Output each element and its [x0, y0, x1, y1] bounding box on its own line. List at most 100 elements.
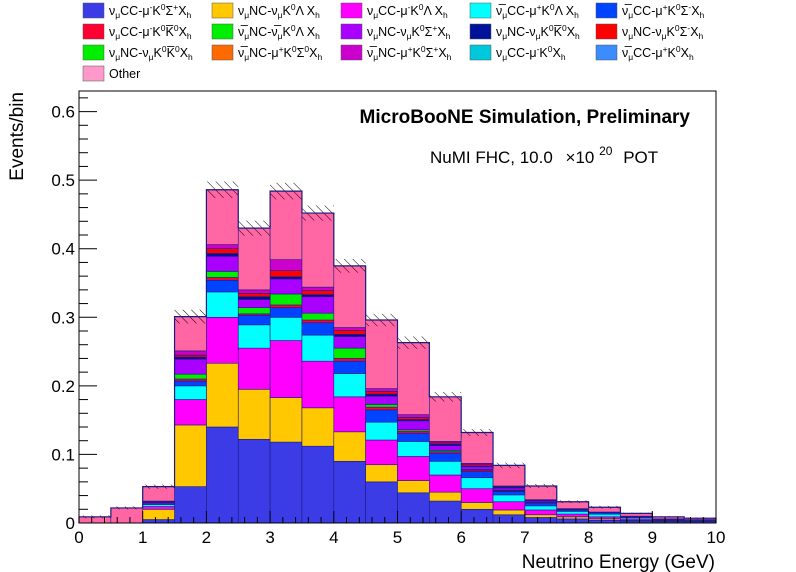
- bar-segment-s5-bin-14: [524, 502, 558, 507]
- bar-segment-s7-bin-4: [206, 271, 239, 278]
- bar-segment-s3-bin-3: [174, 399, 207, 426]
- bar-segment-s5-bin-12: [460, 471, 494, 479]
- bar-segment-s3-bin-4: [206, 316, 239, 364]
- bar-segment-s12-bin-13: [492, 465, 526, 487]
- bar-segment-s2-bin-5: [237, 388, 271, 440]
- legend-label-3: ν̅μCC-μ+K0Λ Xh: [496, 2, 579, 20]
- x-tick-label-10: 10: [707, 528, 726, 547]
- exposure-prefix: NuMI FHC, 10.0: [430, 148, 553, 167]
- legend-swatch-1: [211, 2, 234, 19]
- bar-segment-s1-bin-9: [365, 481, 398, 524]
- bar-segment-s3-bin-2: [142, 506, 175, 510]
- bar-segment-s3-bin-6: [269, 340, 303, 398]
- legend-label-5: νμCC-μ-K0K̅0Xh: [109, 23, 192, 41]
- bar-segment-s1-bin-11: [429, 500, 462, 524]
- x-tick-label-6: 6: [456, 528, 465, 547]
- bar-segment-s10-bin-3: [174, 354, 207, 358]
- bar-segment-s2-bin-4: [206, 362, 239, 428]
- bar-segment-s3-bin-10: [397, 456, 430, 481]
- legend: νμCC-μ-K0Σ+Xh νμNC-νμK0Λ Xh νμCC-μ-K0Λ Xh ν…: [82, 2, 705, 82]
- bar-segment-s1-bin-14: [524, 517, 558, 524]
- bar-segment-s1-bin-2: [142, 519, 175, 524]
- bar-segment-s1-bin-4: [206, 426, 239, 524]
- bar-segment-s5-bin-8: [333, 360, 366, 374]
- bar-segment-s1-bin-7: [301, 445, 335, 524]
- legend-swatch-0: [82, 2, 105, 19]
- bar-segment-s2-bin-13: [492, 509, 526, 516]
- legend-label-11: ν̅μNC-μ+K0Σ0Xh: [238, 44, 322, 62]
- bar-segment-s4-bin-16: [588, 513, 621, 518]
- legend-label-9: νμNC-νμK0Σ-Xh: [622, 23, 704, 41]
- bar-segment-s4-bin-2: [142, 504, 175, 507]
- bar-segment-s8-bin-8: [333, 336, 366, 349]
- bar-segment-s6-bin-6: [269, 304, 303, 308]
- legend-label-14: ν̅μCC-μ+K0Xh: [622, 44, 694, 62]
- bar-segment-s5-bin-5: [237, 314, 271, 326]
- bar-segment-s4-bin-3: [174, 385, 207, 400]
- bar-segment-s10-bin-7: [301, 290, 335, 295]
- y-tick-label-0.1: 0.1: [51, 445, 75, 464]
- bar-segment-s3-bin-11: [429, 474, 462, 493]
- legend-swatch-9: [595, 23, 618, 40]
- exposure-annotation: NuMI FHC, 10.0 ×10 20 POT: [430, 140, 658, 167]
- bar-segment-s12-bin-12: [460, 432, 494, 464]
- bar-segment-s3-bin-12: [460, 488, 494, 503]
- legend-label-13: νμCC-μ-K0Xh: [496, 44, 566, 62]
- bar-segment-s8-bin-3: [174, 358, 207, 375]
- x-tick-label-5: 5: [393, 528, 402, 547]
- bar-segment-s3-bin-8: [333, 396, 366, 433]
- x-tick-label-1: 1: [138, 528, 147, 547]
- bar-segment-s3-bin-13: [492, 501, 526, 511]
- bar-segment-s9-bin-3: [174, 356, 207, 360]
- x-tick-label-9: 9: [648, 528, 657, 547]
- bar-segment-s5-bin-9: [365, 409, 398, 423]
- bar-segment-s1-bin-10: [397, 492, 430, 524]
- legend-swatch-12: [340, 44, 363, 61]
- bar-segment-s12-bin-6: [269, 190, 303, 260]
- bar-segment-s8-bin-7: [301, 296, 335, 314]
- bar-segment-s5-bin-6: [269, 307, 303, 318]
- x-tick-label-8: 8: [584, 528, 593, 547]
- bar-segment-s5-bin-3: [174, 380, 207, 387]
- legend-label-2: νμCC-μ-K0Λ Xh: [367, 2, 448, 20]
- legend-label-15: Other: [109, 67, 140, 81]
- x-tick-label-4: 4: [329, 528, 338, 547]
- bar-segment-s2-bin-15: [556, 516, 589, 520]
- bar-segment-s1-bin-6: [269, 441, 303, 524]
- bar-segment-s3-bin-16: [588, 516, 621, 520]
- bar-segment-s8-bin-6: [269, 278, 303, 295]
- bar-segment-s12-bin-9: [365, 319, 398, 389]
- legend-swatch-15: [82, 65, 105, 82]
- legend-swatch-8: [469, 23, 492, 40]
- exposure-times: ×10: [566, 148, 595, 167]
- bar-segment-s2-bin-14: [524, 514, 558, 518]
- x-axis-ticks: 0 1 2 3 4 5 6 7 8 9 10: [74, 511, 725, 547]
- y-axis-title: Events/bin: [7, 92, 28, 181]
- bar-segment-s4-bin-10: [397, 441, 430, 457]
- bar-segment-s11-bin-8: [333, 327, 366, 331]
- bar-segment-s11-bin-7: [301, 286, 335, 291]
- exposure-exponent: 20: [599, 144, 613, 158]
- bar-segment-s2-bin-8: [333, 431, 366, 462]
- bar-segment-s3-bin-5: [237, 347, 271, 390]
- bar-segment-s9-bin-5: [237, 296, 271, 300]
- bar-segment-s7-bin-7: [301, 312, 335, 321]
- y-tick-label-0: 0: [66, 514, 75, 533]
- legend-swatch-6: [211, 23, 234, 40]
- bar-segment-s7-bin-3: [174, 373, 207, 380]
- bar-segment-s12-bin-7: [301, 212, 335, 288]
- x-tick-label-3: 3: [265, 528, 274, 547]
- bar-segment-s7-bin-9: [365, 404, 398, 408]
- bar-segment-s3-bin-15: [556, 513, 589, 518]
- legend-swatch-4: [595, 2, 618, 19]
- bar-segment-s11-bin-4: [206, 244, 239, 250]
- bar-segment-s4-bin-7: [301, 334, 335, 362]
- legend-swatch-14: [595, 44, 618, 61]
- bar-segment-s7-bin-6: [269, 293, 303, 306]
- bar-segment-s7-bin-5: [237, 307, 271, 315]
- bar-segment-s6-bin-3: [174, 378, 207, 382]
- bar-segment-s12-bin-11: [429, 396, 462, 442]
- bar-segment-s6-bin-4: [206, 277, 239, 281]
- bar-segment-s11-bin-5: [237, 289, 271, 294]
- bar-segment-s1-bin-5: [237, 439, 271, 524]
